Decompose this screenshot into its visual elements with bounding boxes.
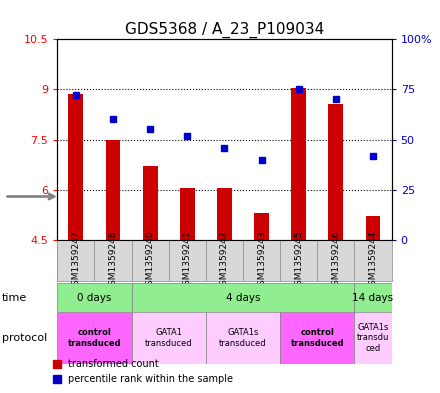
Bar bbox=[280, 312, 355, 364]
Bar bbox=[106, 140, 121, 240]
Bar bbox=[254, 213, 269, 240]
Text: GSM1359248: GSM1359248 bbox=[108, 230, 117, 290]
Text: GSM1359244: GSM1359244 bbox=[369, 230, 378, 290]
Bar bbox=[180, 188, 194, 240]
Title: GDS5368 / A_23_P109034: GDS5368 / A_23_P109034 bbox=[125, 22, 324, 38]
Legend: transformed count, percentile rank within the sample: transformed count, percentile rank withi… bbox=[49, 356, 237, 388]
Text: time: time bbox=[2, 292, 27, 303]
Bar bbox=[291, 88, 306, 240]
Bar bbox=[217, 188, 232, 240]
Text: GSM1359242: GSM1359242 bbox=[220, 230, 229, 290]
Text: 14 days: 14 days bbox=[352, 293, 394, 303]
Text: GSM1359245: GSM1359245 bbox=[294, 230, 303, 290]
Text: 4 days: 4 days bbox=[226, 293, 260, 303]
Text: GSM1359240: GSM1359240 bbox=[146, 230, 154, 290]
Bar bbox=[143, 166, 158, 240]
Bar bbox=[132, 312, 206, 364]
Bar bbox=[132, 283, 355, 312]
Text: GSM1359241: GSM1359241 bbox=[183, 230, 192, 290]
Bar bbox=[355, 283, 392, 312]
Bar bbox=[57, 312, 132, 364]
Text: GATA1s
transduced: GATA1s transduced bbox=[219, 328, 267, 348]
Text: GATA1s
transdu
ced: GATA1s transdu ced bbox=[357, 323, 389, 353]
Bar bbox=[328, 105, 343, 240]
Bar bbox=[206, 312, 280, 364]
Text: protocol: protocol bbox=[2, 333, 48, 343]
Text: 0 days: 0 days bbox=[77, 293, 112, 303]
Text: control
transduced: control transduced bbox=[68, 328, 121, 348]
Text: GSM1359243: GSM1359243 bbox=[257, 230, 266, 290]
Text: GATA1
transduced: GATA1 transduced bbox=[145, 328, 192, 348]
Bar bbox=[57, 283, 132, 312]
Text: control
transduced: control transduced bbox=[290, 328, 344, 348]
Bar bbox=[68, 94, 83, 240]
Text: GSM1359246: GSM1359246 bbox=[331, 230, 341, 290]
Bar bbox=[366, 216, 381, 240]
Text: GSM1359247: GSM1359247 bbox=[71, 230, 80, 290]
Bar bbox=[355, 312, 392, 364]
